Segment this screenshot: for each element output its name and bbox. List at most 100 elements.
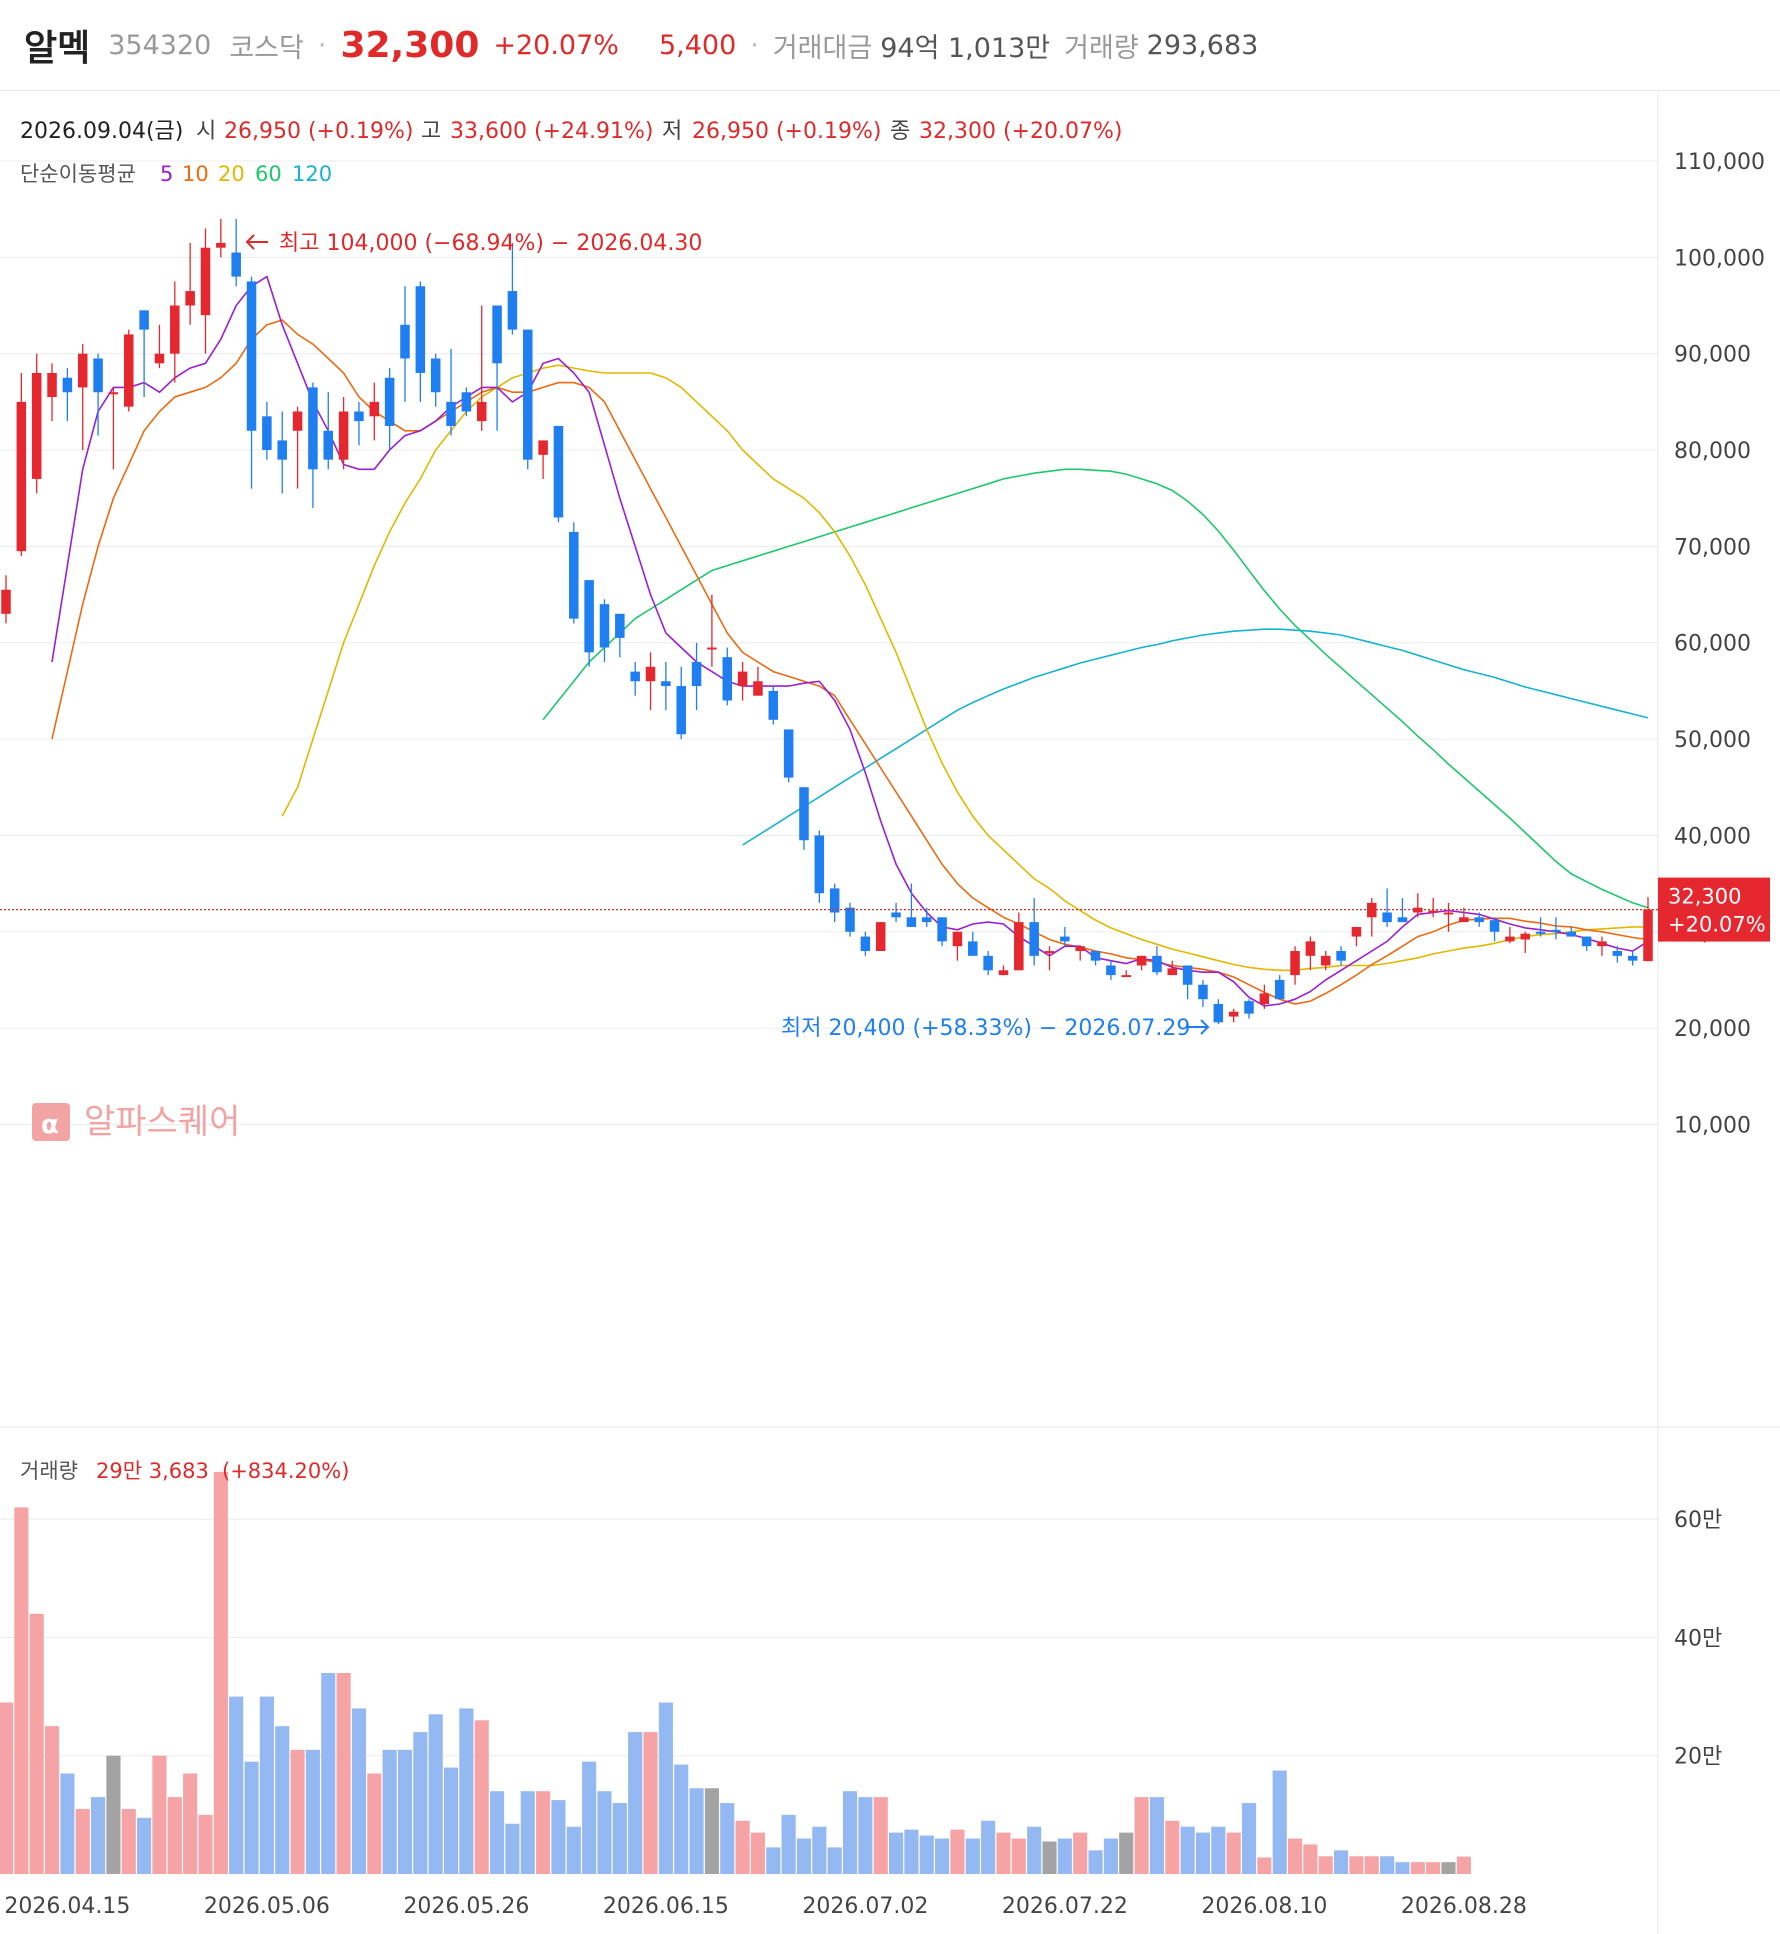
candle bbox=[400, 286, 410, 402]
volume-bar bbox=[490, 1791, 505, 1874]
candle bbox=[1121, 970, 1132, 978]
candle bbox=[1305, 936, 1316, 971]
volume-bar bbox=[1057, 1838, 1072, 1874]
volume-bar bbox=[689, 1788, 704, 1874]
candle bbox=[461, 387, 472, 417]
price-axis-label: 90,000 bbox=[1674, 343, 1751, 368]
price-axis-label: 110,000 bbox=[1674, 150, 1765, 175]
volume-bar bbox=[1241, 1803, 1257, 1874]
ma20-line bbox=[281, 364, 1648, 972]
candle bbox=[1029, 898, 1039, 966]
candle bbox=[93, 353, 103, 436]
price-axis-label: 100,000 bbox=[1674, 246, 1765, 271]
volume-bar bbox=[1410, 1862, 1425, 1874]
volume-bar bbox=[1364, 1856, 1379, 1874]
volume-bar bbox=[827, 1847, 842, 1874]
date-axis-label: 2026.07.22 bbox=[1002, 1894, 1128, 1919]
volume-bar bbox=[735, 1820, 750, 1874]
open-value: 26,950 (+0.19%) bbox=[224, 119, 413, 144]
price-tag-change: +20.07% bbox=[1668, 913, 1766, 937]
candle bbox=[1198, 979, 1208, 1007]
candle bbox=[323, 392, 334, 470]
stock-chart[interactable]: 10,00020,00030,00040,00050,00060,00070,0… bbox=[0, 91, 1780, 1934]
volume-bar bbox=[1088, 1850, 1103, 1874]
ma20-legend: 20 bbox=[218, 162, 245, 186]
ohlc-date: 2026.09.04(금) bbox=[20, 119, 183, 144]
ma5-line bbox=[51, 275, 1649, 1007]
volume-bar bbox=[842, 1791, 858, 1874]
candle bbox=[1351, 926, 1362, 947]
volume-bar bbox=[305, 1749, 320, 1874]
market-name: 코스닥 bbox=[229, 32, 304, 64]
candle bbox=[354, 401, 364, 446]
ma60-line bbox=[542, 468, 1649, 909]
volume-bar bbox=[1073, 1832, 1088, 1874]
candle bbox=[1290, 946, 1300, 985]
candle bbox=[1090, 951, 1101, 966]
high-value: 33,600 (+24.91%) bbox=[450, 119, 653, 144]
candle bbox=[185, 242, 195, 325]
candle bbox=[47, 363, 57, 422]
ma120-legend: 120 bbox=[292, 162, 332, 186]
volume-bar bbox=[1149, 1797, 1164, 1874]
volume-bar bbox=[566, 1826, 581, 1874]
candle bbox=[1228, 1008, 1239, 1023]
candle bbox=[983, 951, 993, 976]
volume-bar bbox=[229, 1696, 244, 1874]
stock-code: 354320 bbox=[108, 29, 212, 61]
candle bbox=[1182, 965, 1193, 1000]
volume-bar bbox=[336, 1672, 351, 1874]
stock-name: 알멕 bbox=[24, 28, 91, 69]
volume-bar bbox=[1195, 1832, 1211, 1874]
alpha-logo-icon bbox=[32, 1103, 70, 1141]
candle bbox=[998, 965, 1009, 976]
volume-bar bbox=[674, 1764, 689, 1874]
volume-bar bbox=[812, 1826, 827, 1874]
candle bbox=[62, 368, 73, 422]
ma5-legend: 5 bbox=[160, 162, 173, 186]
volume-bar bbox=[321, 1672, 336, 1874]
change-amount: 5,400 bbox=[658, 29, 737, 61]
candle bbox=[170, 281, 180, 383]
candle bbox=[430, 353, 441, 407]
volume-bar bbox=[1027, 1826, 1042, 1874]
volume-bar bbox=[750, 1832, 766, 1874]
volume-bar bbox=[106, 1755, 121, 1874]
volume-info-percent: (+834.20%) bbox=[222, 1459, 349, 1483]
candle bbox=[569, 522, 579, 624]
candle bbox=[1014, 912, 1024, 971]
volume-bar bbox=[14, 1507, 29, 1874]
volume-bar bbox=[183, 1773, 198, 1874]
candle bbox=[507, 242, 518, 335]
candle bbox=[292, 406, 303, 489]
candle bbox=[1136, 955, 1147, 971]
price-axis-label: 60,000 bbox=[1674, 632, 1751, 657]
svg-text:α: α bbox=[41, 1110, 59, 1140]
candle bbox=[139, 310, 149, 398]
volume-bar bbox=[397, 1749, 413, 1874]
candle bbox=[308, 382, 318, 508]
ma60-legend: 60 bbox=[255, 162, 282, 186]
candle bbox=[1597, 936, 1607, 956]
volume-bar bbox=[443, 1767, 459, 1874]
volume-bar bbox=[1211, 1826, 1226, 1874]
volume-bar bbox=[781, 1814, 796, 1874]
volume-bar bbox=[1180, 1826, 1195, 1874]
candle bbox=[1551, 917, 1561, 940]
change-percent: +20.07% bbox=[493, 29, 619, 61]
candle bbox=[1152, 946, 1162, 976]
volume-bar bbox=[213, 1471, 228, 1874]
candle bbox=[1428, 898, 1438, 918]
volume-bar bbox=[950, 1829, 965, 1874]
candle bbox=[814, 830, 825, 903]
candle bbox=[415, 281, 426, 402]
candle bbox=[1259, 984, 1270, 1009]
candle bbox=[1612, 946, 1623, 963]
candle bbox=[599, 599, 610, 662]
volume-bar bbox=[60, 1773, 75, 1874]
volume-bar bbox=[428, 1714, 443, 1874]
candlesticks bbox=[1, 218, 1653, 1025]
volume-bar bbox=[137, 1817, 152, 1874]
separator-dot: · bbox=[317, 29, 327, 61]
date-axis-label: 2026.05.26 bbox=[403, 1894, 529, 1919]
